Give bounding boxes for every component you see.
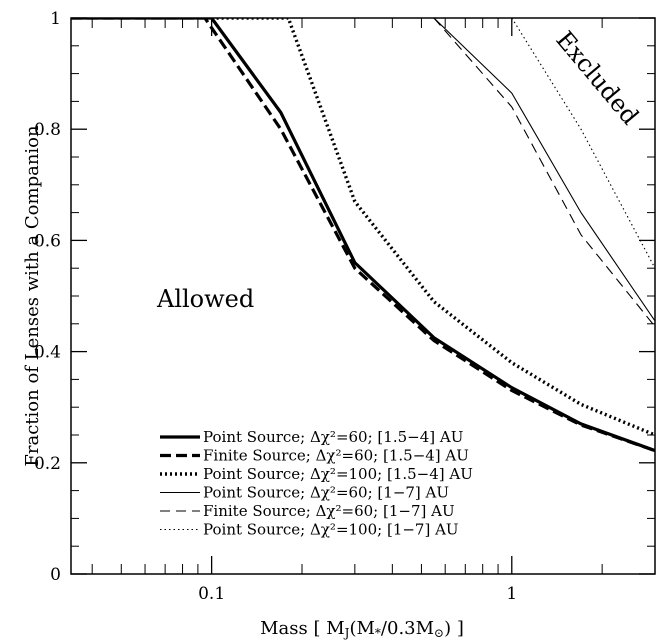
series-line-6 [511,18,655,269]
x-tick-label: 0.1 [198,584,225,604]
series-line-1 [71,18,655,453]
y-tick-label: 0.2 [34,454,61,474]
y-tick-label: 1 [50,9,61,29]
y-axis-label: Fraction of Lenses with a Companion [22,125,43,467]
annotation-excluded: Excluded [550,26,644,130]
x-tick-label: 1 [506,584,517,604]
legend-entry-1: Point Source; Δχ²=60; [1.5−4] AU [203,428,463,446]
legend-entry-4: Point Source; Δχ²=60; [1−7] AU [203,484,449,502]
annotation-allowed: Allowed [156,285,254,313]
series-line-4 [433,18,655,322]
legend-entry-3: Point Source; Δχ²=100; [1.5−4] AU [203,465,473,483]
major-ticks: 0.1 1 0 0.2 0.4 0.6 0.8 1 [34,9,655,604]
legend-entry-2: Finite Source; Δχ²=60; [1.5−4] AU [203,447,469,465]
series-layer [71,18,655,453]
y-tick-label: 0.6 [34,231,61,251]
legend-entry-6: Point Source; Δχ²=100; [1−7] AU [203,521,459,539]
series-line-5 [433,18,655,327]
y-tick-label: 0 [50,565,61,585]
y-tick-label: 0.8 [34,120,61,140]
x-axis-label: Mass [ MJ(M*/0.3M⊙) ] [260,618,464,640]
minor-ticks [71,18,656,574]
legend-entry-5: Finite Source; Δχ²=60; [1−7] AU [203,502,455,520]
series-line-2 [71,18,655,453]
y-tick-label: 0.4 [34,343,61,363]
